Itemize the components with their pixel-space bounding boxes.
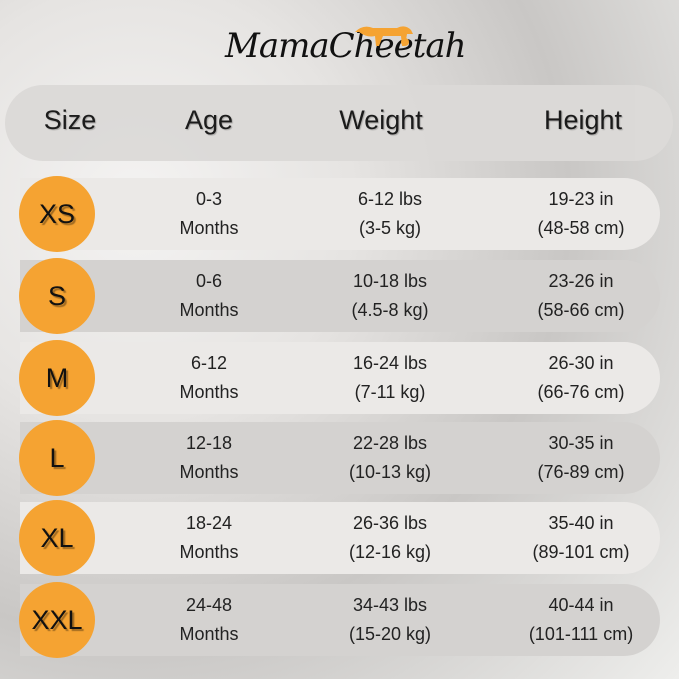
brand-name: MamaCheetah: [225, 26, 467, 66]
weight-cell: 26-36 lbs (12-16 kg): [348, 513, 432, 562]
age-cell: 18-24 Months: [179, 513, 239, 562]
size-badge: XS: [19, 176, 95, 252]
height-cell: 23-26 in (58-66 cm): [537, 271, 625, 320]
weight-cell: 6-12 lbs (3-5 kg): [357, 189, 423, 238]
age-cell: 6-12 Months: [179, 353, 239, 402]
size-badge: L: [19, 420, 95, 496]
header-age: Age: [184, 105, 234, 135]
height-cell: 30-35 in (76-89 cm): [537, 433, 625, 482]
table-row: 18-24 Months 26-36 lbs (12-16 kg) 35-40 in…: [20, 502, 660, 574]
brand-logo: MamaCheetah: [225, 18, 467, 68]
weight-cell: 16-24 lbs (7-11 kg): [352, 353, 428, 402]
header-weight: Weight: [339, 105, 423, 135]
table-row: 24-48 Months 34-43 lbs (15-20 kg) 40-44 in…: [20, 584, 660, 656]
table-row: 6-12 Months 16-24 lbs (7-11 kg) 26-30 in (6…: [20, 342, 660, 414]
header-height: Height: [543, 105, 623, 135]
table-row: 12-18 Months 22-28 lbs (10-13 kg) 30-35 in…: [20, 422, 660, 494]
height-cell: 26-30 in (66-76 cm): [537, 353, 625, 402]
size-badge: XL: [19, 500, 95, 576]
age-cell: 0-3 Months: [179, 189, 239, 238]
table-header: Size Age Weight Height: [5, 85, 673, 161]
age-cell: 12-18 Months: [179, 433, 239, 482]
age-cell: 24-48 Months: [179, 595, 239, 644]
height-cell: 19-23 in (48-58 cm): [537, 189, 625, 238]
age-cell: 0-6 Months: [179, 271, 239, 320]
table-row: 0-6 Months 10-18 lbs (4.5-8 kg) 23-26 in (5…: [20, 260, 660, 332]
size-badge: XXL: [19, 582, 95, 658]
table-row: 0-3 Months 6-12 lbs (3-5 kg) 19-23 in (48-5…: [20, 178, 660, 250]
weight-cell: 34-43 lbs (15-20 kg): [348, 595, 432, 644]
size-badge: M: [19, 340, 95, 416]
height-cell: 40-44 in (101-111 cm): [528, 595, 634, 644]
cheetah-icon: [355, 26, 413, 46]
height-cell: 35-40 in (89-101 cm): [532, 513, 630, 562]
weight-cell: 10-18 lbs (4.5-8 kg): [351, 271, 429, 320]
weight-cell: 22-28 lbs (10-13 kg): [348, 433, 432, 482]
header-size: Size: [43, 105, 97, 135]
size-badge: S: [19, 258, 95, 334]
